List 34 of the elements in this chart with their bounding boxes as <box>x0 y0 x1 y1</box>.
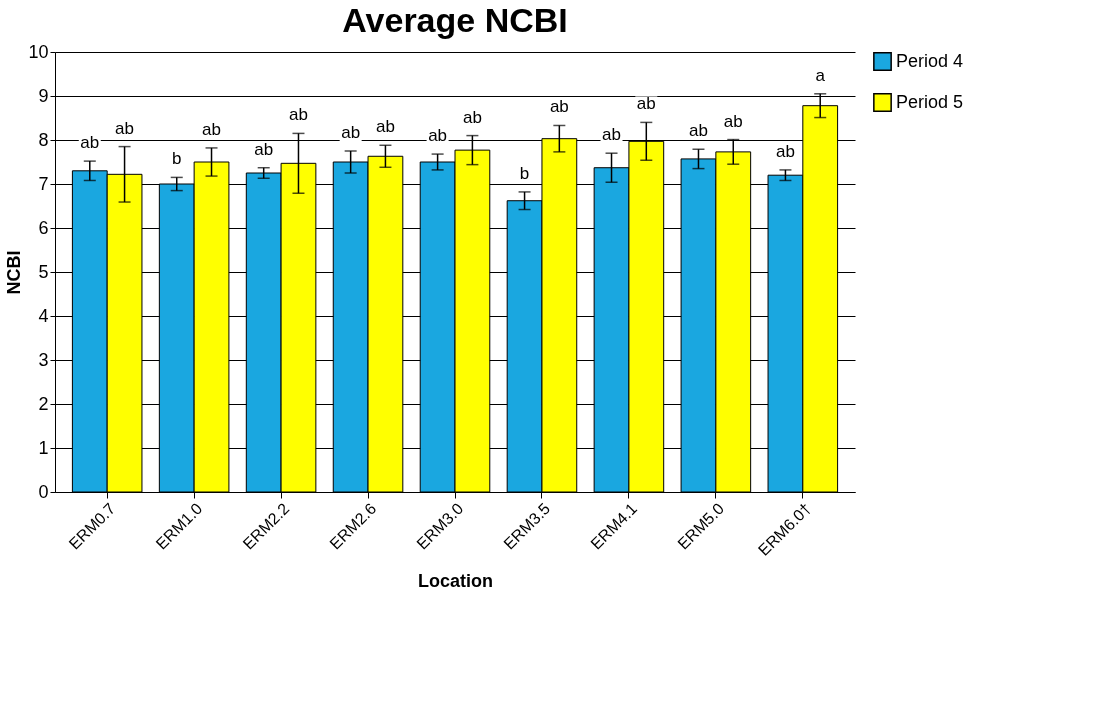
data-label: ab <box>80 133 100 153</box>
data-label: ab <box>723 111 743 131</box>
data-label: ab <box>115 118 135 138</box>
data-label: b <box>519 163 530 183</box>
data-label: ab <box>636 94 656 114</box>
legend-label: Period 4 <box>896 50 964 71</box>
data-label: a <box>815 65 826 85</box>
data-label: ab <box>341 123 361 142</box>
data-label: b <box>172 149 182 169</box>
y-tick-label: 2 <box>38 393 49 414</box>
y-tick-label: 1 <box>38 437 49 458</box>
y-axis-title: NCBI <box>4 250 25 295</box>
y-tick-label: 5 <box>38 261 49 282</box>
data-label: ab <box>375 117 395 137</box>
y-tick-label: 7 <box>38 173 49 194</box>
data-label: ab <box>254 139 274 159</box>
data-label: ab <box>428 126 448 146</box>
y-tick-label: 8 <box>38 129 49 150</box>
y-tick-label: 0 <box>38 481 49 502</box>
data-label: ab <box>775 141 795 161</box>
legend-label: Period 5 <box>896 91 964 112</box>
data-label: ab <box>689 121 708 141</box>
y-tick-label: 3 <box>38 349 49 370</box>
data-label: ab <box>289 105 308 125</box>
y-tick-label: 10 <box>28 41 49 62</box>
y-tick-label: 9 <box>38 85 49 106</box>
data-label: ab <box>602 125 621 145</box>
y-tick-label: 6 <box>38 217 49 238</box>
data-label: ab <box>549 97 569 117</box>
data-label: ab <box>202 119 221 139</box>
data-label: ab <box>462 107 482 127</box>
y-tick-label: 4 <box>38 305 49 326</box>
x-axis-title: Location <box>418 570 493 591</box>
chart-title: Average NCBI <box>342 1 568 39</box>
